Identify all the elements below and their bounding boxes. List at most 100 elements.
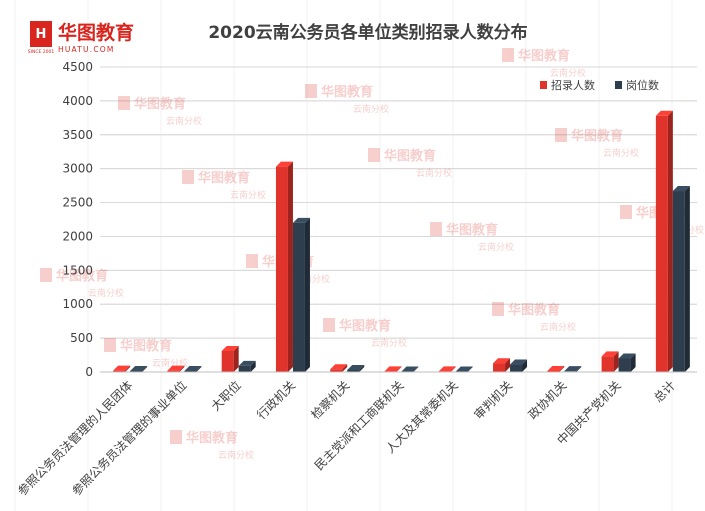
watermark-brand: 华图教育 xyxy=(134,96,186,112)
bar-top xyxy=(113,365,131,371)
logo-mark-icon xyxy=(30,21,52,47)
watermark-logo-icon xyxy=(555,128,567,142)
bar-top xyxy=(275,161,293,167)
y-tick-label: 1500 xyxy=(62,263,93,277)
watermark-branch: 云南分校 xyxy=(416,167,452,179)
y-tick-label: 2000 xyxy=(62,229,93,243)
bar-side xyxy=(684,186,690,372)
watermark-branch: 云南分校 xyxy=(550,67,586,79)
bar-top xyxy=(493,358,511,364)
bar-front xyxy=(330,369,343,372)
bar-side xyxy=(342,364,348,372)
watermark-branch: 云南分校 xyxy=(540,321,576,333)
bar-side xyxy=(467,366,473,372)
bar-top xyxy=(221,345,239,351)
bar-side xyxy=(179,365,185,372)
bar-recruit xyxy=(493,358,511,372)
watermark-brand: 华图教育 xyxy=(518,48,570,64)
huatu-logo: H SINCE 2001 华图教育 HUATU.COM xyxy=(28,21,134,55)
bar-side xyxy=(522,359,528,372)
bar-top xyxy=(330,364,348,370)
watermark-logo-icon xyxy=(104,338,116,352)
watermark-brand: 华图教育 xyxy=(508,302,560,318)
bar-front xyxy=(221,350,234,372)
watermark-logo-icon xyxy=(430,222,442,236)
watermarks: 华图教育云南分校华图教育云南分校华图教育云南分校华图教育云南分校华图教育云南分校… xyxy=(40,48,704,461)
watermark-brand: 华图教育 xyxy=(321,84,373,100)
bar-side xyxy=(396,366,402,372)
bar-top xyxy=(292,217,310,223)
y-tick-label: 1000 xyxy=(62,297,93,311)
watermark-logo-icon xyxy=(118,96,130,110)
bar-recruit xyxy=(655,110,673,373)
bar-side xyxy=(505,358,511,372)
bar-side xyxy=(125,365,131,372)
bar-front xyxy=(292,222,305,372)
bar-positions xyxy=(238,360,256,372)
logo-brand: 华图教育 xyxy=(58,21,134,44)
bar-side xyxy=(196,365,202,372)
bar-side xyxy=(142,365,148,372)
bar-top xyxy=(547,365,565,371)
bar-recruit xyxy=(221,345,239,372)
bar-top xyxy=(238,360,256,366)
watermark-logo-icon xyxy=(502,48,514,62)
bar-front xyxy=(167,370,180,372)
watermark-brand: 华图教育 xyxy=(571,128,623,144)
watermark-brand: 华图教育 xyxy=(446,222,498,238)
bar-front xyxy=(238,365,251,372)
bar-top xyxy=(601,351,619,357)
y-tick-label: 3500 xyxy=(62,128,93,142)
watermark-brand: 华图教育 xyxy=(186,430,238,446)
watermark-brand: 华图教育 xyxy=(198,170,250,186)
bar-front xyxy=(130,370,143,372)
logo-since: SINCE 2001 xyxy=(28,49,55,55)
bar-positions xyxy=(510,359,528,372)
watermark-branch: 云南分校 xyxy=(218,449,254,461)
bar-positions xyxy=(672,186,690,372)
bar-top xyxy=(672,186,690,192)
bar-top xyxy=(438,366,456,372)
y-tick-label: 0 xyxy=(85,365,93,379)
bar-side xyxy=(450,366,456,372)
watermark-brand: 华图教育 xyxy=(339,318,391,334)
bar-side xyxy=(287,161,293,372)
bar-recruit xyxy=(547,365,565,372)
bar-top xyxy=(384,366,402,372)
chart-title: 2020云南公务员各单位类别招录人数分布 xyxy=(208,22,527,43)
bar-recruit xyxy=(113,365,131,372)
bar-top xyxy=(455,366,473,372)
y-tick-label: 500 xyxy=(70,331,93,345)
bar-front xyxy=(184,370,197,372)
watermark-logo-icon xyxy=(182,170,194,184)
bar-side xyxy=(233,345,239,372)
watermark-logo-icon xyxy=(492,302,504,316)
bar-side xyxy=(304,217,310,372)
bar-top xyxy=(130,365,148,371)
watermark-branch: 云南分校 xyxy=(478,241,514,253)
bar-recruit xyxy=(601,351,619,372)
bar-side xyxy=(576,366,582,372)
bar-positions xyxy=(184,365,202,372)
bar-front xyxy=(547,370,560,372)
bar-top xyxy=(564,366,582,372)
bar-side xyxy=(413,366,419,372)
bar-front xyxy=(493,363,506,372)
watermark-logo-icon xyxy=(323,318,335,332)
legend-label: 招录人数 xyxy=(551,78,595,92)
bar-front xyxy=(601,356,614,372)
watermark-logo-icon xyxy=(40,268,52,282)
bar-top xyxy=(184,365,202,371)
watermark-brand: 华图教育 xyxy=(384,148,436,164)
logo-domain: HUATU.COM xyxy=(58,45,115,54)
bar-top xyxy=(655,110,673,116)
watermark-brand: 华图教育 xyxy=(120,338,172,354)
